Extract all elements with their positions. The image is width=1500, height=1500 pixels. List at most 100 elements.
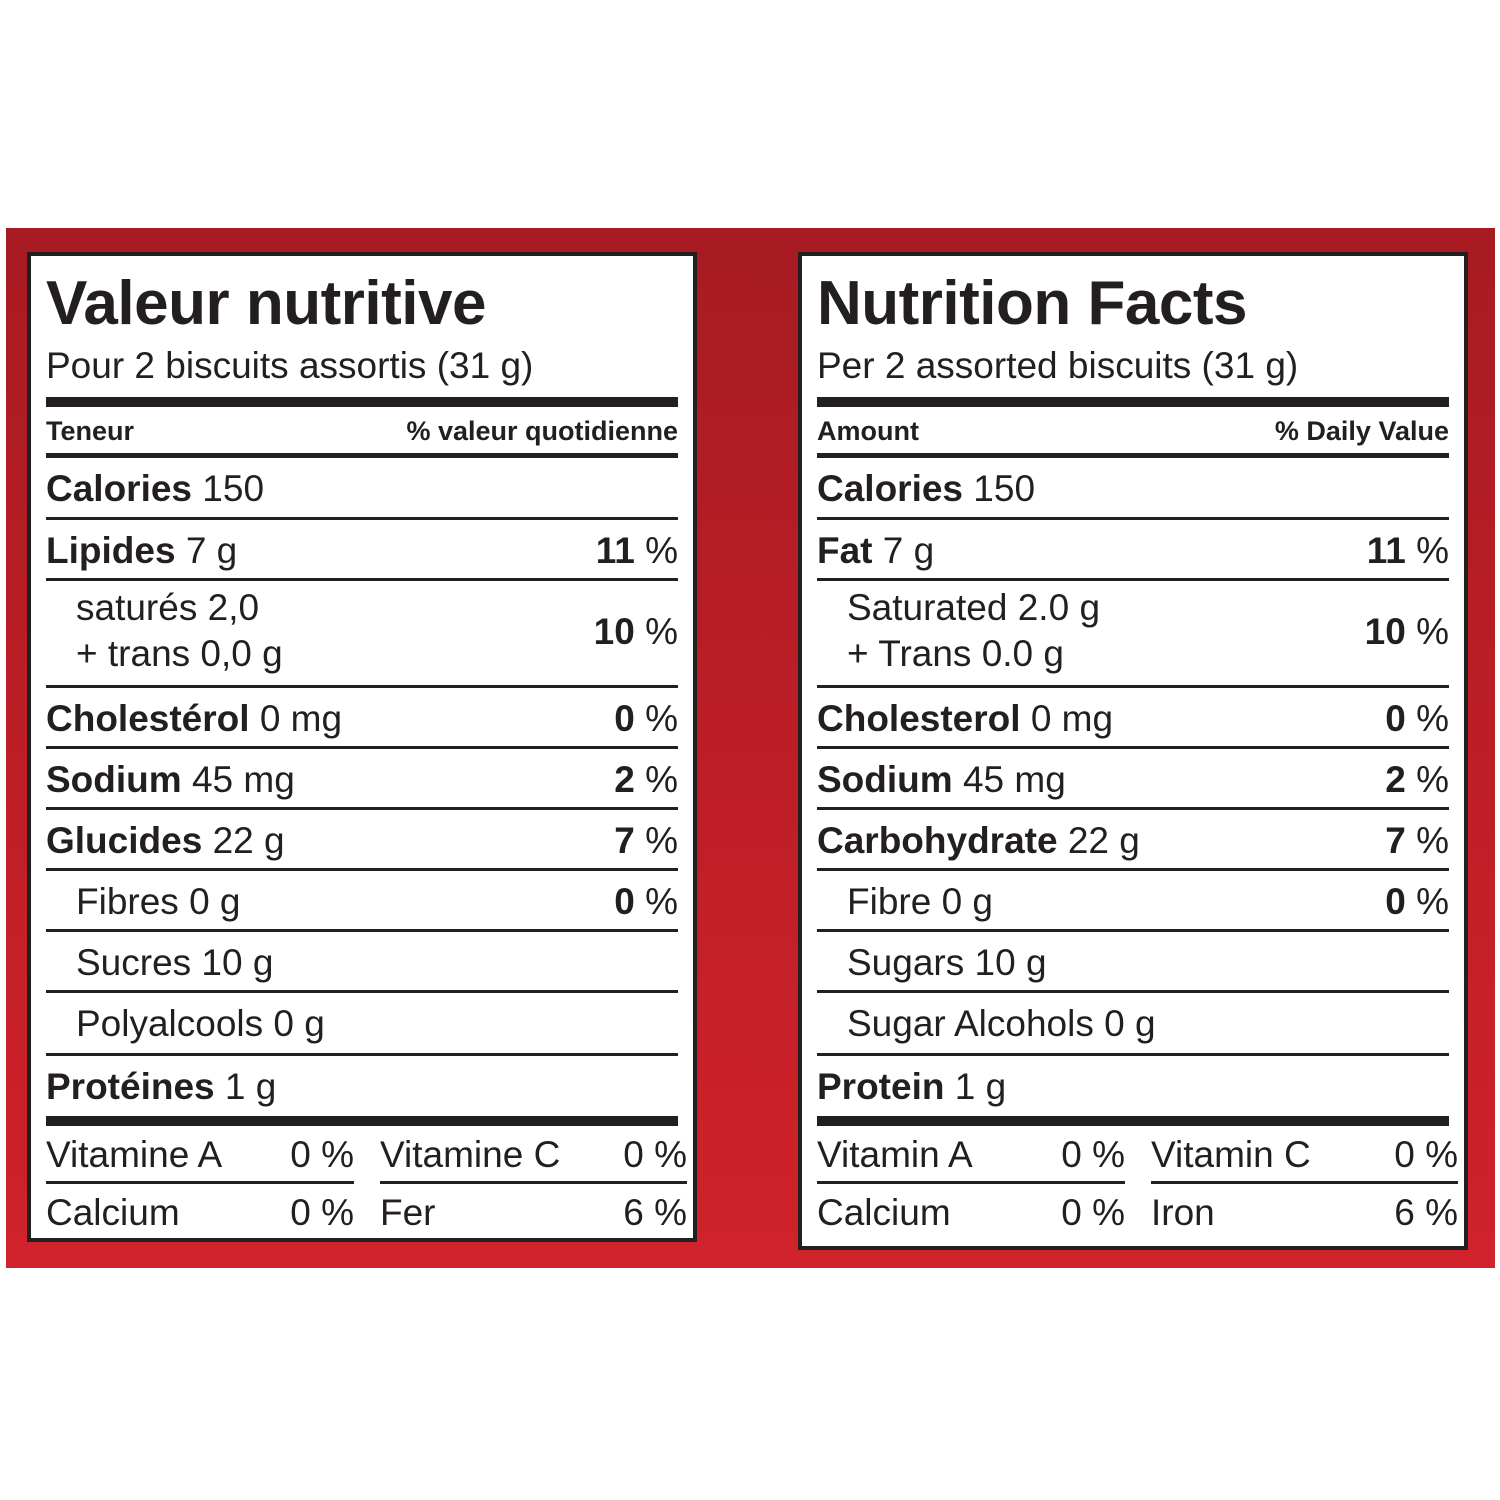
carbohydrate-dv: 7 xyxy=(614,820,635,861)
cholesterol-dv: 0 xyxy=(614,698,635,739)
vitamin-c-dv: 0 % xyxy=(1394,1134,1458,1175)
sodium-amount: 45 mg xyxy=(962,759,1066,800)
vitamin-a-row: Vitamin A 0 % xyxy=(817,1126,1125,1184)
fat-label: Fat xyxy=(817,530,873,571)
protein-row: Protein 1 g xyxy=(817,1056,1449,1114)
cholesterol-label: Cholesterol xyxy=(817,698,1021,739)
saturated-dv: 10 xyxy=(1364,611,1406,652)
vitamin-c-label: Vitamin C xyxy=(1151,1134,1311,1175)
divider-thick xyxy=(46,397,678,407)
pct-sign: % xyxy=(645,611,678,652)
serving-size: Per 2 assorted biscuits (31 g) xyxy=(817,345,1299,386)
saturated-row: saturés 2,0 + trans 0,0 g 10 % xyxy=(46,581,678,688)
iron-dv: 6 % xyxy=(1394,1192,1458,1233)
vitamin-a-dv: 0 % xyxy=(290,1134,354,1175)
protein-label: Protéines xyxy=(46,1066,215,1107)
cholesterol-amount: 0 mg xyxy=(1030,698,1114,739)
divider-mid xyxy=(817,453,1449,458)
sodium-dv: 2 xyxy=(614,759,635,800)
fat-dv: 11 xyxy=(595,530,635,571)
calories-row: Calories 150 xyxy=(46,458,678,520)
carbohydrate-dv: 7 xyxy=(1385,820,1406,861)
english-nutrition-panel: Nutrition Facts Per 2 assorted biscuits … xyxy=(798,252,1468,1250)
vitamin-a-row: Vitamine A 0 % xyxy=(46,1126,354,1184)
cholesterol-row: Cholestérol 0 mg 0 % xyxy=(46,688,678,749)
cholesterol-dv: 0 xyxy=(1385,698,1406,739)
vitamin-c-row: Vitamine C 0 % xyxy=(380,1126,687,1184)
french-nutrition-panel: Valeur nutritive Pour 2 biscuits assorti… xyxy=(27,252,697,1242)
calcium-dv: 0 % xyxy=(1061,1192,1125,1233)
cholesterol-row: Cholesterol 0 mg 0 % xyxy=(817,688,1449,749)
fat-amount: 7 g xyxy=(185,530,238,571)
sodium-row: Sodium 45 mg 2 % xyxy=(817,749,1449,810)
iron-dv: 6 % xyxy=(623,1192,687,1233)
pct-sign: % xyxy=(645,881,678,922)
protein-amount: 1 g xyxy=(224,1066,277,1107)
cholesterol-label: Cholestérol xyxy=(46,698,250,739)
sugar-alcohols-row: Polyalcools 0 g xyxy=(46,993,678,1056)
pct-sign: % xyxy=(645,530,678,571)
sugars-row: Sugars 10 g xyxy=(817,932,1449,993)
pct-sign: % xyxy=(1416,881,1449,922)
vitamin-c-label: Vitamine C xyxy=(380,1134,561,1175)
fat-label: Lipides xyxy=(46,530,176,571)
pct-sign: % xyxy=(645,820,678,861)
pct-sign: % xyxy=(645,759,678,800)
divider-mid xyxy=(46,453,678,458)
calories-row: Calories 150 xyxy=(817,458,1449,520)
calories-value: 150 xyxy=(202,468,265,509)
fat-row: Fat 7 g 11 % xyxy=(817,520,1449,581)
sugar-alcohols-row: Sugar Alcohols 0 g xyxy=(817,993,1449,1056)
sugar-alcohols-amount: Polyalcools 0 g xyxy=(76,1003,325,1044)
sugars-amount: Sugars 10 g xyxy=(847,942,1047,983)
calories-value: 150 xyxy=(973,468,1036,509)
saturated-dv: 10 xyxy=(593,611,635,652)
sodium-row: Sodium 45 mg 2 % xyxy=(46,749,678,810)
cholesterol-amount: 0 mg xyxy=(259,698,343,739)
trans-amount: + trans 0,0 g xyxy=(76,633,283,674)
iron-row: Iron 6 % xyxy=(1151,1184,1458,1242)
carbohydrate-row: Carbohydrate 22 g 7 % xyxy=(817,810,1449,871)
calcium-label: Calcium xyxy=(817,1192,951,1233)
divider-thick xyxy=(46,1116,678,1126)
fibre-amount: Fibres 0 g xyxy=(76,881,241,922)
fat-row: Lipides 7 g 11 % xyxy=(46,520,678,581)
carbohydrate-amount: 22 g xyxy=(1067,820,1140,861)
fibre-row: Fibre 0 g 0 % xyxy=(817,871,1449,932)
carbohydrate-label: Carbohydrate xyxy=(817,820,1058,861)
header-amount: Amount xyxy=(817,416,919,446)
divider-thick xyxy=(817,397,1449,407)
protein-label: Protein xyxy=(817,1066,945,1107)
sodium-label: Sodium xyxy=(817,759,953,800)
carbohydrate-row: Glucides 22 g 7 % xyxy=(46,810,678,871)
sugars-amount: Sucres 10 g xyxy=(76,942,274,983)
header-daily-value: % valeur quotidienne xyxy=(406,416,678,446)
protein-amount: 1 g xyxy=(954,1066,1007,1107)
calcium-dv: 0 % xyxy=(290,1192,354,1233)
calcium-row: Calcium 0 % xyxy=(817,1184,1125,1242)
sugars-row: Sucres 10 g xyxy=(46,932,678,993)
iron-label: Fer xyxy=(380,1192,436,1233)
fibre-amount: Fibre 0 g xyxy=(847,881,994,922)
header-amount: Teneur xyxy=(46,416,135,446)
calories-label: Calories xyxy=(46,468,193,509)
sodium-dv: 2 xyxy=(1385,759,1406,800)
carbohydrate-amount: 22 g xyxy=(212,820,285,861)
calories-label: Calories xyxy=(817,468,964,509)
carbohydrate-label: Glucides xyxy=(46,820,203,861)
vitamin-c-row: Vitamin C 0 % xyxy=(1151,1126,1458,1184)
sodium-label: Sodium xyxy=(46,759,182,800)
vitamin-c-dv: 0 % xyxy=(623,1134,687,1175)
panel-title: Valeur nutritive xyxy=(46,269,486,338)
trans-amount: + Trans 0.0 g xyxy=(847,633,1064,674)
fibre-row: Fibres 0 g 0 % xyxy=(46,871,678,932)
pct-sign: % xyxy=(1416,698,1449,739)
column-header: Amount % Daily Value xyxy=(817,414,1449,448)
pct-sign: % xyxy=(1416,611,1449,652)
saturated-amount: saturés 2,0 xyxy=(76,587,260,628)
pct-sign: % xyxy=(1416,759,1449,800)
fibre-dv: 0 xyxy=(614,881,635,922)
pct-sign: % xyxy=(645,698,678,739)
fat-dv: 11 xyxy=(1366,530,1406,571)
iron-label: Iron xyxy=(1151,1192,1215,1233)
